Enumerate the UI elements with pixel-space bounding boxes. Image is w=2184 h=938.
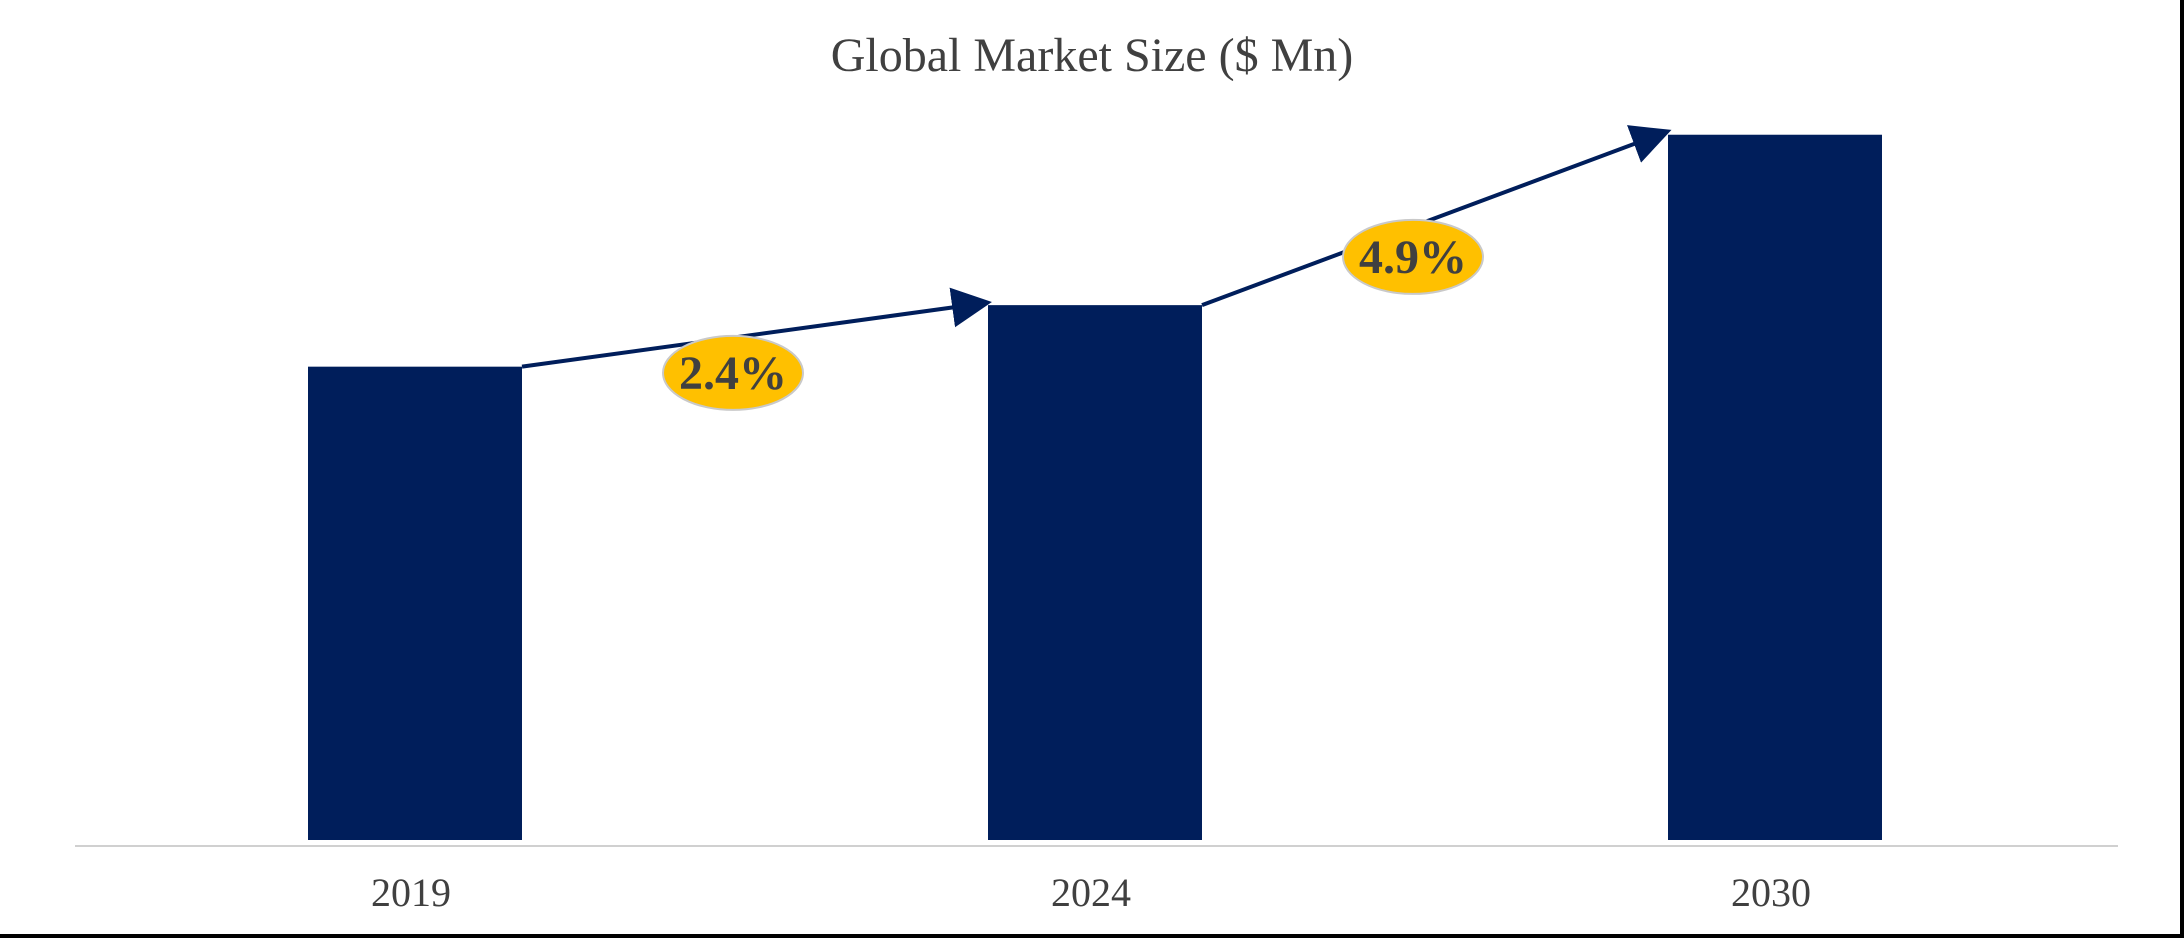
x-tick-label: 2024 bbox=[1051, 870, 1131, 915]
cagr-badge bbox=[662, 334, 804, 411]
x-tick-label: 2019 bbox=[371, 870, 451, 915]
cagr-label: 2.4% bbox=[679, 347, 787, 400]
growth-arrow bbox=[1201, 125, 1672, 308]
chart-title: Global Market Size ($ Mn) bbox=[830, 29, 1354, 82]
cagr-badge bbox=[1342, 218, 1484, 295]
growth-arrow bbox=[521, 287, 992, 369]
x-tick-label: 2030 bbox=[1731, 870, 1811, 915]
bar-2030 bbox=[1668, 134, 1882, 840]
bar-2024 bbox=[988, 305, 1202, 841]
cagr-label: 4.9% bbox=[1359, 231, 1467, 284]
bar-2019 bbox=[308, 366, 522, 840]
